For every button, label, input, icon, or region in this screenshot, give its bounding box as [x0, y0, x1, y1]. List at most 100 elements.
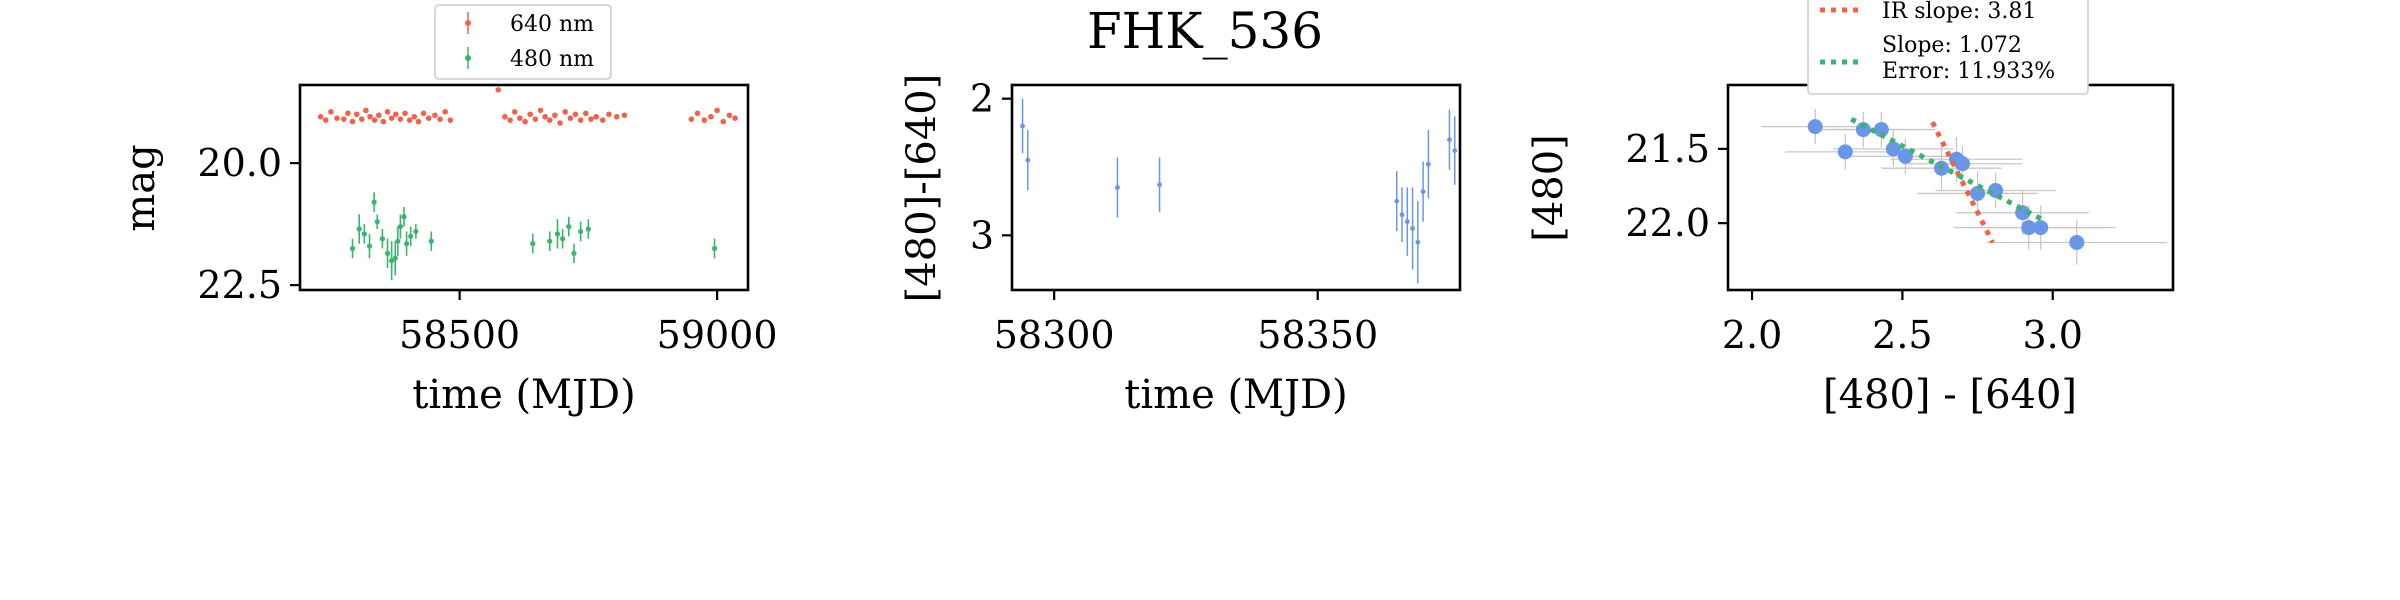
- xtick-label: 58300: [994, 313, 1115, 357]
- lightcurve-marks: [317, 87, 738, 281]
- ytick-label: 22.5: [197, 263, 282, 307]
- point-640nm: [425, 115, 432, 121]
- point-640nm: [732, 115, 738, 121]
- point-640nm: [599, 117, 606, 123]
- point-480nm: [571, 250, 577, 256]
- point-cmd: [2069, 234, 2085, 250]
- point-640nm: [340, 116, 347, 122]
- point-color: [1157, 182, 1162, 188]
- color-curve-axes-frame: [1010, 83, 1462, 292]
- point-640nm: [322, 117, 329, 123]
- point-480nm: [361, 231, 367, 237]
- point-480nm: [349, 245, 356, 252]
- xtick-label: 58500: [399, 313, 520, 357]
- point-640nm: [495, 87, 502, 93]
- point-480nm: [397, 223, 404, 230]
- point-480nm: [560, 236, 566, 242]
- point-color: [1404, 219, 1410, 225]
- point-480nm: [413, 228, 419, 235]
- point-640nm: [613, 113, 620, 120]
- point-cmd: [1855, 122, 1871, 138]
- point-480nm: [403, 241, 410, 247]
- point-640nm: [542, 113, 548, 120]
- point-640nm: [432, 112, 438, 119]
- point-640nm: [442, 109, 449, 115]
- point-640nm: [588, 116, 594, 122]
- point-480nm: [428, 238, 434, 244]
- point-color: [1020, 123, 1025, 129]
- legend-label-480: 480 nm: [510, 47, 594, 72]
- color-magnitude-axes-frame: [1726, 83, 2175, 292]
- point-640nm: [552, 112, 558, 119]
- color-curve-marks: [1020, 98, 1458, 284]
- color-magnitude-ylabel: [480]: [1526, 134, 1572, 242]
- point-640nm: [406, 117, 413, 123]
- point-640nm: [328, 109, 334, 115]
- point-640nm: [621, 112, 628, 119]
- point-640nm: [317, 113, 324, 120]
- point-color: [1452, 148, 1458, 154]
- point-640nm: [380, 118, 387, 125]
- legend-label-slope: Slope: 1.072: [1882, 33, 2022, 58]
- legend-marker-480: [465, 55, 471, 61]
- point-640nm: [562, 109, 568, 115]
- point-640nm: [546, 117, 553, 123]
- ytick-label: 2: [970, 77, 994, 121]
- point-cmd: [2021, 220, 2037, 236]
- point-480nm: [401, 214, 407, 220]
- point-640nm: [572, 111, 579, 118]
- point-cmd: [1837, 144, 1853, 160]
- xtick-label: 59000: [657, 313, 778, 357]
- point-640nm: [349, 118, 356, 125]
- point-cmd: [1873, 122, 1889, 138]
- point-640nm: [517, 115, 523, 121]
- point-640nm: [411, 113, 418, 120]
- slope-line: [1850, 116, 2045, 223]
- point-color: [1447, 137, 1452, 143]
- point-640nm: [502, 113, 508, 120]
- point-640nm: [353, 111, 360, 118]
- point-color: [1420, 189, 1426, 195]
- point-640nm: [334, 115, 340, 121]
- point-480nm: [384, 250, 391, 256]
- xtick-label: 2.0: [1722, 313, 1782, 357]
- ytick-label: 20.0: [197, 141, 282, 185]
- point-640nm: [577, 117, 584, 123]
- point-color: [1025, 157, 1031, 163]
- lightcurve-legend: 640 nm 480 nm: [434, 4, 612, 80]
- point-640nm: [415, 118, 422, 125]
- point-480nm: [530, 241, 536, 247]
- point-640nm: [392, 111, 399, 118]
- color-curve-xlabel: time (MJD): [1124, 372, 1347, 418]
- point-640nm: [582, 110, 589, 117]
- color-magnitude-xlabel: [480] - [640]: [1823, 372, 2077, 418]
- point-color: [1115, 185, 1120, 190]
- point-640nm: [527, 111, 533, 118]
- point-640nm: [708, 113, 714, 120]
- point-480nm: [585, 226, 591, 232]
- point-color: [1394, 198, 1400, 204]
- point-cmd: [1955, 156, 1971, 172]
- point-640nm: [367, 113, 373, 120]
- point-640nm: [384, 109, 391, 115]
- point-640nm: [511, 109, 518, 115]
- point-480nm: [547, 238, 553, 244]
- ytick-label: 21.5: [1625, 127, 1710, 171]
- xtick-label: 58350: [1257, 313, 1378, 357]
- point-480nm: [578, 228, 584, 235]
- point-640nm: [532, 116, 539, 122]
- point-480nm: [356, 226, 362, 232]
- point-640nm: [567, 115, 574, 121]
- point-480nm: [366, 243, 373, 249]
- color-curve-ylabel: [480]-[640]: [899, 74, 945, 303]
- point-color: [1410, 226, 1415, 231]
- point-640nm: [397, 116, 404, 122]
- point-480nm: [395, 238, 401, 244]
- point-640nm: [720, 118, 727, 125]
- legend-label-error: Error: 11.933%: [1882, 59, 2055, 84]
- point-cmd: [1897, 148, 1913, 164]
- ir-slope-line: [1930, 121, 1995, 244]
- point-color: [1425, 161, 1431, 167]
- ytick-label: 22.0: [1625, 201, 1710, 245]
- point-color: [1399, 212, 1405, 218]
